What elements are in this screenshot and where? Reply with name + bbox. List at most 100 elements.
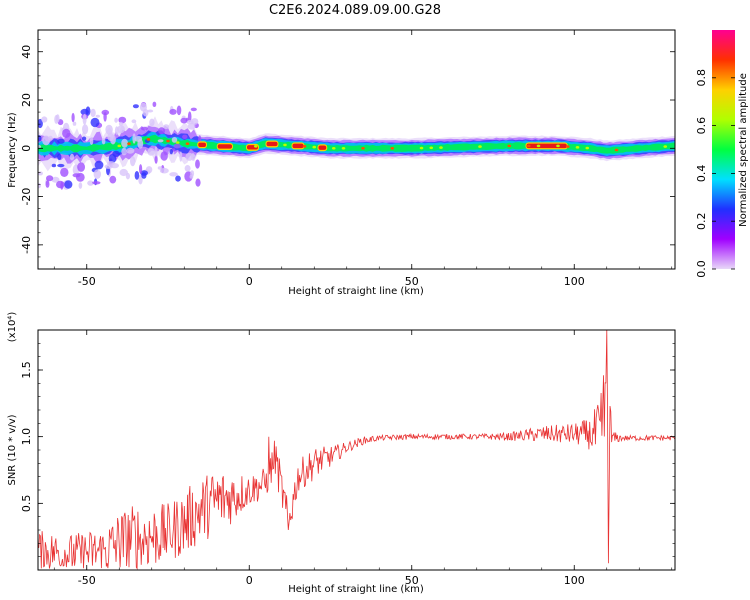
spectrogram-speckle — [89, 136, 94, 145]
spectrogram-speckle — [82, 136, 87, 141]
spectrogram-speckle — [182, 134, 188, 139]
spectrogram-hotspot — [283, 143, 287, 147]
spectrogram-speckle — [60, 167, 69, 177]
spectrogram-speckle — [101, 138, 106, 145]
spectrogram-speckle — [38, 144, 42, 149]
spectrogram-hotspot — [614, 148, 619, 152]
snr-panel: -50 0 50 100 0.5 1.0 1.5 Height of straight l… — [7, 312, 676, 595]
snr-y-tick-label: 1.0 — [20, 428, 33, 446]
spectrogram-speckle — [85, 106, 91, 116]
spectrogram-peak — [198, 142, 206, 147]
spectrogram-hotspot — [565, 145, 570, 148]
spectrogram-speckle — [92, 181, 101, 185]
spectrogram-hotspot — [253, 145, 258, 148]
colorbar-tick-label: 0.4 — [695, 165, 708, 183]
spectrogram-hotspot — [439, 146, 443, 149]
spectrogram-hotspot — [166, 139, 170, 143]
spectrogram-speckle — [139, 102, 147, 112]
spectrogram-speckle — [195, 159, 200, 169]
spectrogram-speckle — [114, 117, 118, 123]
spectrogram-speckle — [157, 166, 163, 170]
spectrogram-peak — [526, 143, 567, 149]
spectrogram-speckle — [118, 116, 127, 124]
spectrogram-x-tick-label: 100 — [564, 275, 585, 288]
spectrogram-speckle — [72, 121, 77, 126]
spectrogram-speckle — [108, 153, 117, 164]
snr-y-scale-label: (x10⁴) — [7, 312, 18, 343]
spectrogram-speckle — [184, 165, 191, 172]
spectrogram-speckle — [134, 171, 140, 180]
spectrogram-hotspot — [185, 142, 190, 146]
snr-x-tick-label: 100 — [564, 574, 585, 587]
spectrogram-speckle — [77, 162, 85, 172]
spectrogram-speckle — [179, 151, 183, 162]
spectrogram-hotspot — [127, 142, 131, 146]
colorbar-tick-label: 0.6 — [695, 117, 708, 135]
spectrogram-y-tick-label: -20 — [20, 188, 33, 206]
spectrogram-speckle — [163, 124, 170, 130]
spectrogram-peak — [292, 143, 304, 149]
spectrogram-hotspot — [341, 146, 346, 150]
spectrogram-hotspot — [312, 145, 317, 149]
spectrogram-speckle — [169, 172, 178, 177]
spectrogram-speckle — [103, 112, 107, 122]
spectrogram-speckle — [110, 134, 116, 145]
spectrogram-speckle — [147, 109, 154, 113]
spectrogram-hotspot — [429, 146, 434, 150]
spectrogram-y-tick-label: -40 — [20, 236, 33, 254]
spectrogram-speckle — [147, 148, 155, 156]
snr-x-tick-label: -50 — [78, 574, 96, 587]
spectrogram-hotspot — [556, 144, 560, 148]
spectrogram-y-tick-label: 40 — [20, 45, 33, 59]
spectrogram-speckle — [159, 167, 169, 174]
spectrogram-speckle — [38, 171, 43, 176]
spectrogram-speckle — [195, 178, 201, 187]
colorbar-tick-label: 0.8 — [695, 69, 708, 87]
spectrogram-speckle — [119, 168, 128, 177]
spectrogram-speckle — [90, 117, 100, 128]
snr-frame — [37, 329, 676, 571]
spectrogram-speckle — [71, 112, 75, 123]
spectrogram-speckle — [171, 137, 178, 143]
spectrogram-hotspot — [146, 138, 151, 141]
colorbar-ticks: 0.0 0.2 0.4 0.6 0.8 — [695, 69, 735, 278]
spectrogram-speckle — [57, 163, 65, 168]
spectrogram-speckle — [191, 153, 195, 161]
spectrogram-hotspot — [663, 145, 668, 148]
spectrogram-speckle — [54, 114, 59, 124]
spectrogram-speckle — [82, 124, 89, 135]
spectrogram-hotspot — [175, 141, 180, 144]
spectrogram-speckle — [190, 107, 197, 112]
spectrogram-speckle — [132, 133, 136, 144]
spectrogram-hotspot — [390, 146, 395, 150]
colorbar-tick-label: 0.2 — [695, 212, 708, 230]
spectrogram-speckle — [154, 155, 158, 164]
colorbar-tick-label: 0.0 — [695, 260, 708, 278]
spectrogram-speckle — [130, 156, 136, 167]
spectrogram-speckle — [158, 127, 166, 135]
spectrogram-speckle — [121, 138, 128, 148]
spectrogram-speckle — [176, 105, 182, 116]
snr-series-line — [38, 330, 675, 570]
spectrogram-speckle — [121, 147, 127, 156]
colorbar: 0.0 0.2 0.4 0.6 0.8 Normalized spectral ampl… — [695, 30, 749, 278]
spectrogram-speckle — [140, 126, 148, 131]
spectrogram-hotspot — [478, 145, 482, 148]
spectrogram-speckle — [109, 175, 117, 184]
spectrogram-panel: -50 0 50 100 -40 -20 0 20 40 Height of straight… — [7, 29, 676, 297]
spectrogram-x-axis-label: Height of straight line (km) — [288, 286, 424, 297]
spectrogram-speckle — [56, 180, 65, 189]
spectrogram-speckle — [131, 119, 137, 124]
spectrogram-speckle — [141, 172, 147, 179]
spectrogram-speckle — [42, 135, 50, 146]
spectrogram-speckle — [64, 180, 73, 189]
spectrogram-hotspot — [117, 144, 122, 148]
spectrogram-speckle — [93, 169, 102, 179]
snr-x-tick-label: 50 — [405, 574, 419, 587]
spectrogram-speckle — [69, 153, 75, 161]
spectrogram-x-tick-label: 50 — [405, 275, 419, 288]
spectrogram-y-tick-labels: -40 -20 0 20 40 — [20, 45, 33, 254]
spectrogram-speckle — [51, 163, 57, 168]
snr-plot-area — [38, 330, 675, 570]
